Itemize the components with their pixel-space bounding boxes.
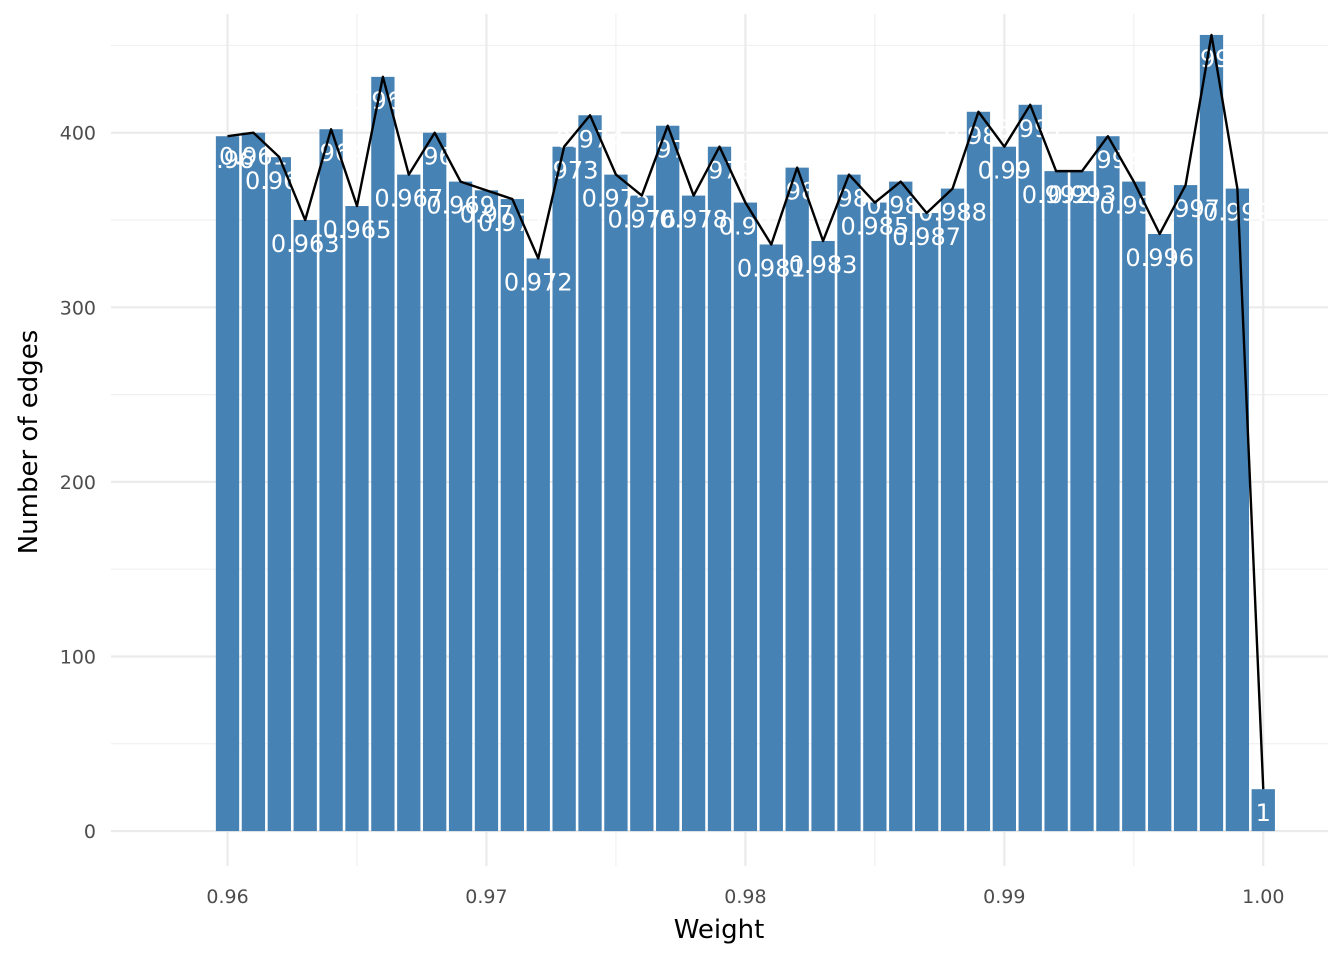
bar [423, 132, 447, 832]
bar-label: 0.989 [944, 122, 1013, 150]
y-tick-label: 100 [60, 646, 96, 668]
bar [681, 195, 706, 832]
y-axis-ticks: 0 100 200 300 400 [60, 123, 96, 843]
bar [1096, 136, 1120, 832]
bar-label: 0.97 [460, 200, 513, 228]
bar-label: 0.965 [323, 216, 392, 244]
bar [889, 181, 913, 832]
bar [319, 129, 343, 832]
bar [267, 157, 291, 832]
x-tick-label: 0.99 [983, 886, 1025, 908]
bar-labels: 0.960.9610.9620.9630.9640.9650.9660.9670… [201, 45, 1272, 827]
bar-label: 0.96 [201, 146, 254, 174]
bar-label: 1 [1256, 799, 1271, 827]
bar [604, 174, 628, 832]
bar-label: 0.982 [763, 178, 832, 206]
y-axis-title: Number of edges [14, 330, 44, 555]
bar [707, 146, 732, 832]
bar-label: 0.969 [426, 192, 495, 220]
bar-label: 0.963 [271, 230, 340, 258]
series-line [227, 33, 1265, 790]
bar [1044, 171, 1068, 832]
bar [215, 136, 240, 832]
bar [759, 244, 783, 832]
bar-label: 0.973 [530, 157, 599, 185]
bar-label: 0.972 [504, 268, 573, 296]
x-tick-label: 0.98 [724, 886, 766, 908]
bar [1070, 171, 1094, 832]
bar-label: 0.991 [996, 115, 1065, 143]
bar [448, 181, 473, 832]
bar-label: 0.992 [1022, 181, 1091, 209]
bar-label: 0.981 [737, 254, 806, 282]
bar-label: 0.986 [866, 192, 935, 220]
x-tick-label: 0.97 [465, 886, 507, 908]
bar [1122, 181, 1146, 832]
bar-label: 0.993 [1048, 181, 1117, 209]
bar-label: 0.994 [1074, 146, 1143, 174]
bar [940, 188, 965, 832]
bar-label: 0.983 [789, 251, 858, 279]
x-axis-ticks: 0.96 0.97 0.98 0.99 1.00 [206, 886, 1284, 908]
bar-label: 0.967 [374, 185, 443, 213]
bar-label: 0.985 [841, 213, 910, 241]
bar [785, 167, 809, 832]
bar [1199, 34, 1224, 832]
x-tick-label: 1.00 [1242, 886, 1284, 908]
bars [215, 34, 1275, 832]
bar [371, 76, 395, 832]
bar-label: 0.99 [978, 157, 1031, 185]
bar [992, 146, 1016, 832]
bar [345, 206, 369, 832]
bar [733, 202, 758, 832]
y-tick-label: 400 [60, 123, 96, 145]
line-layer [227, 33, 1265, 790]
bar [914, 213, 939, 832]
bar [552, 146, 576, 832]
bar-label: 0.996 [1125, 244, 1194, 272]
bar-label: 0.962 [245, 167, 314, 195]
bar-label: 0.978 [659, 206, 728, 234]
bar-label: 0.975 [582, 185, 651, 213]
x-tick-label: 0.96 [206, 886, 248, 908]
bar-label: 0.971 [478, 209, 547, 237]
bar-label: 0.998 [1177, 45, 1246, 73]
bar-label: 0.968 [400, 143, 469, 171]
bar [500, 199, 525, 832]
bar-label: 0.977 [633, 136, 702, 164]
bar [811, 240, 835, 832]
y-tick-label: 300 [60, 297, 96, 319]
bar [837, 174, 861, 832]
bar [578, 115, 602, 832]
bar [1018, 104, 1042, 832]
bar-label: 0.976 [607, 206, 676, 234]
bar-label: 0.987 [892, 223, 961, 251]
bar-label: 0.988 [918, 199, 987, 227]
bar-label: 0.961 [219, 143, 288, 171]
bar [1148, 233, 1172, 832]
bar-label: 0.98 [719, 213, 772, 241]
bar [241, 132, 266, 832]
bar [1173, 185, 1198, 832]
y-tick-label: 0 [84, 821, 96, 843]
bar [397, 174, 421, 832]
bar [474, 190, 499, 832]
bar-label: 0.997 [1151, 195, 1220, 223]
bar [630, 195, 654, 832]
bar-label: 0.964 [297, 139, 366, 167]
bar [863, 202, 887, 832]
bar-label: 0.979 [685, 157, 754, 185]
bar [1225, 188, 1250, 832]
bar-label: 0.995 [1099, 192, 1168, 220]
bar-label: 0.966 [349, 87, 418, 115]
y-tick-label: 200 [60, 472, 96, 494]
bar-label: 0.974 [556, 125, 625, 153]
bar [293, 220, 317, 832]
x-axis-title: Weight [674, 915, 765, 945]
bar [1251, 789, 1275, 832]
bar [966, 111, 991, 832]
bar [526, 258, 550, 832]
bar [656, 125, 680, 832]
